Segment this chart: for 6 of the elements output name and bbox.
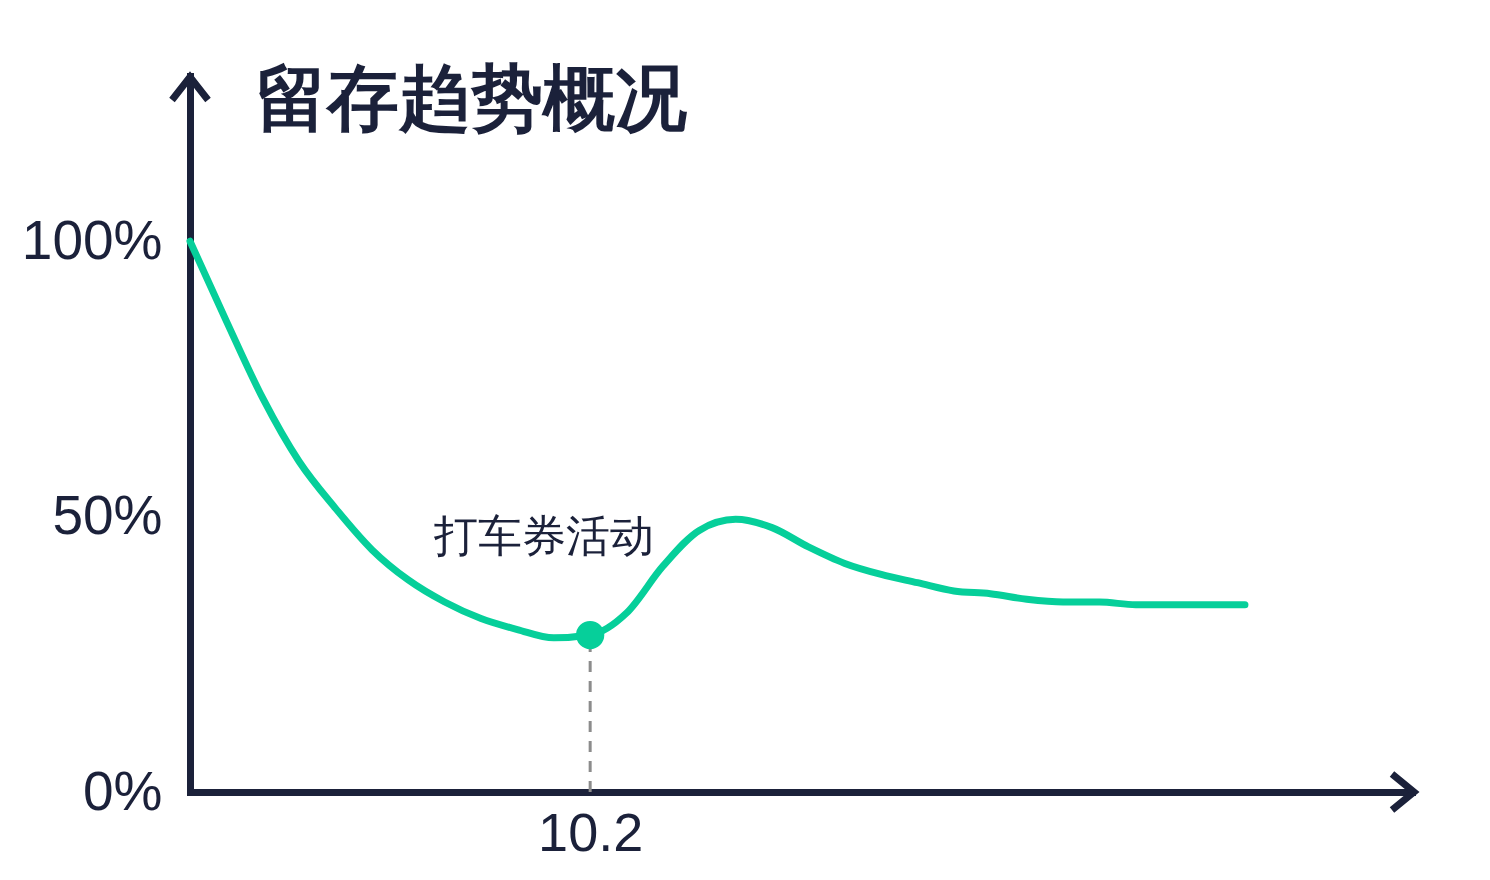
- y-tick-label: 0%: [83, 759, 163, 822]
- annotation: 打车券活动: [433, 511, 655, 561]
- x-tick-label: 10.2: [538, 801, 644, 862]
- chart-title: 留存趋势概况: [255, 58, 687, 138]
- y-tick-label: 50%: [52, 484, 163, 547]
- y-tick-label: 100%: [21, 208, 163, 271]
